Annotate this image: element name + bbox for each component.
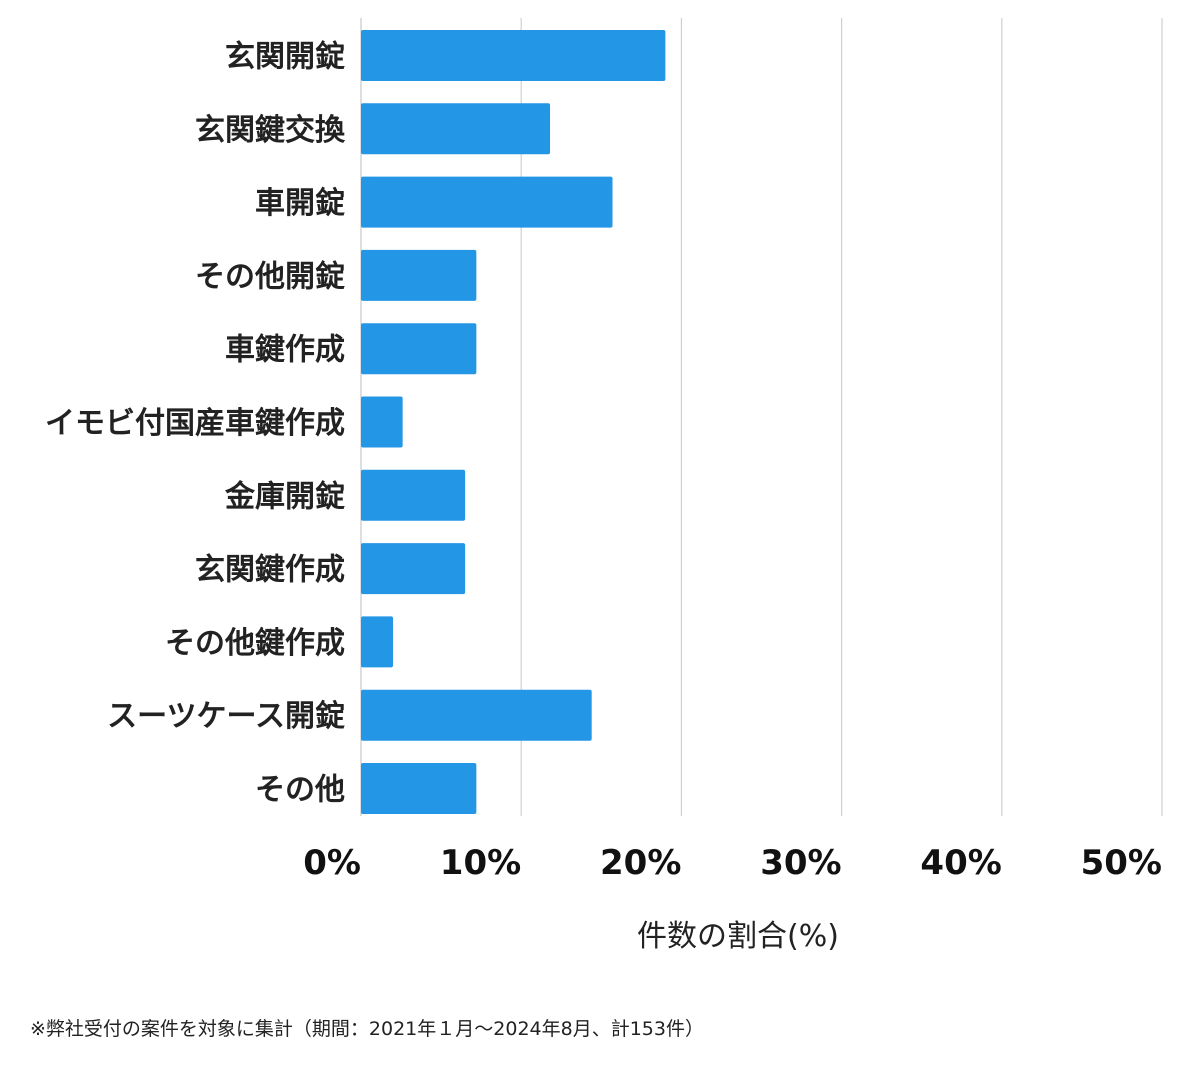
category-label: イモビ付国産車鍵作成 [45, 406, 345, 441]
bar [361, 103, 551, 155]
bar [361, 30, 666, 81]
category-label: 玄関鍵作成 [195, 553, 345, 588]
bar [361, 249, 477, 301]
bar-chart: 玄関開錠玄関鍵交換車開錠その他開錠車鍵作成イモビ付国産車鍵作成金庫開錠玄関鍵作成… [45, 18, 1163, 954]
x-axis-title: 件数の割合(%) [637, 919, 839, 954]
x-tick-label: 20% [600, 843, 681, 883]
x-tick-label: 0% [303, 843, 361, 883]
category-label: 金庫開錠 [224, 479, 345, 514]
category-label: その他開錠 [195, 259, 345, 294]
category-label: 車開錠 [255, 186, 345, 221]
category-label: その他鍵作成 [165, 626, 345, 661]
bar [361, 763, 477, 814]
footnote: ※弊社受付の案件を対象に集計（期間：2021年１月〜2024年8月、計153件） [30, 1018, 704, 1040]
category-labels: 玄関開錠玄関鍵交換車開錠その他開錠車鍵作成イモビ付国産車鍵作成金庫開錠玄関鍵作成… [45, 40, 346, 808]
category-label: その他 [255, 773, 345, 808]
category-label: 玄関開錠 [225, 40, 345, 75]
bar [361, 176, 613, 228]
bar [361, 689, 592, 741]
x-tick-label: 10% [440, 843, 521, 883]
bar [361, 543, 466, 595]
x-tick-label: 40% [920, 843, 1001, 883]
category-label: 車鍵作成 [225, 333, 345, 368]
x-tick-label: 50% [1081, 843, 1162, 883]
bar [361, 323, 477, 375]
x-tick-labels: 0% 10% 20% 30% 40% 50% [303, 843, 1162, 883]
category-label: 玄関鍵交換 [195, 113, 346, 148]
x-tick-label: 30% [760, 843, 841, 883]
bar [361, 469, 466, 521]
bar [361, 396, 403, 448]
category-label: スーツケース開錠 [107, 699, 345, 734]
bars [361, 30, 666, 814]
bar [361, 616, 394, 668]
